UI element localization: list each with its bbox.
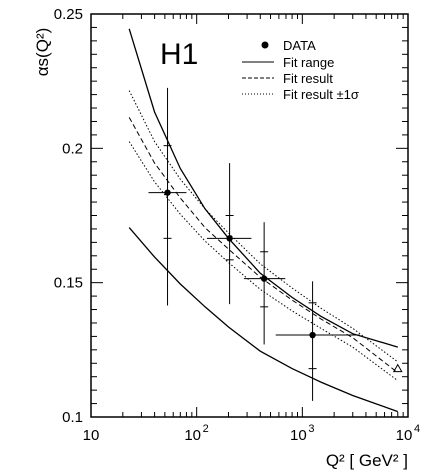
fit-curve-solid-1 — [128, 227, 399, 413]
extrapolation-marker — [392, 363, 403, 373]
x-tick-label: 10 — [396, 427, 413, 444]
x-tick-label: 10 — [184, 427, 201, 444]
data-point-1 — [206, 163, 252, 305]
legend-label-fit-result: Fit result — [283, 71, 333, 86]
y-tick-label: 0.1 — [62, 409, 83, 426]
x-tick-label: 10 — [290, 427, 307, 444]
legend-label-data: DATA — [283, 38, 316, 53]
legend: DATA Fit range Fit result Fit result ±1σ — [242, 38, 359, 102]
y-tick-label: 0.2 — [62, 140, 83, 157]
data-point-3 — [275, 281, 360, 401]
data-marker — [226, 235, 233, 242]
fit-curve-dotted-3 — [128, 90, 399, 363]
plot-frame — [90, 13, 409, 418]
data-marker — [309, 331, 316, 339]
data-marker — [164, 189, 171, 196]
legend-label-fit-range: Fit range — [283, 55, 334, 70]
legend-data-marker — [261, 41, 269, 49]
y-axis-title: αs(Q²) — [33, 28, 52, 77]
y-tick-label: 0.25 — [54, 6, 83, 23]
x-tick-label-exponent: 4 — [414, 423, 420, 435]
fit-curve-dotted-4 — [128, 141, 399, 382]
data-marker — [260, 275, 268, 282]
x-tick-label: 10 — [83, 427, 100, 444]
x-axis-title: Q² [ GeV² ] — [326, 451, 408, 470]
fit-curve-solid-0 — [128, 28, 398, 348]
legend-label-fit-band: Fit result ±1σ — [283, 87, 359, 102]
y-tick-label: 0.15 — [54, 275, 83, 292]
experiment-label: H1 — [160, 38, 198, 71]
data-point-2 — [243, 222, 286, 345]
data-point-0 — [148, 87, 187, 306]
x-tick-label-exponent: 3 — [308, 423, 314, 435]
axis-ticks — [90, 13, 409, 418]
data-points — [148, 87, 403, 401]
fit-curve-dashed-2 — [128, 117, 399, 374]
x-tick-label-exponent: 2 — [203, 423, 209, 435]
